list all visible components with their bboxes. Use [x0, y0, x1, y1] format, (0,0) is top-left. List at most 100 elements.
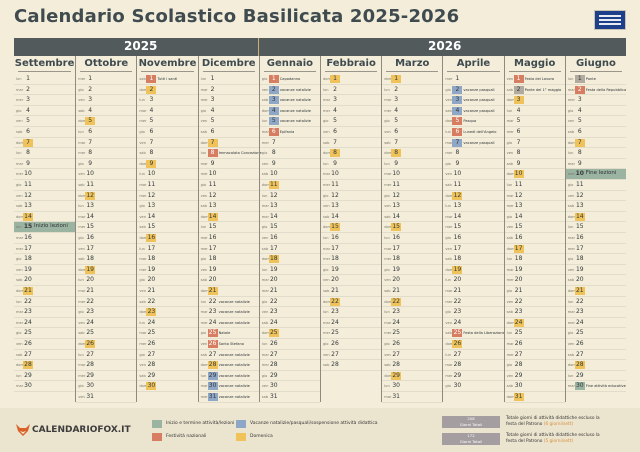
- day-row: sab 8: [137, 148, 198, 159]
- weekday-label: sab: [139, 77, 146, 81]
- basilicata-flag-icon: [594, 10, 626, 30]
- day-row: mar 3: [321, 95, 382, 106]
- day-row: dom 21: [565, 286, 626, 297]
- day-number: 6: [333, 128, 337, 135]
- day-row: lun 22: [565, 297, 626, 308]
- day-number: 17: [24, 244, 32, 252]
- weekday-label: dom: [445, 193, 454, 198]
- day-number: 2: [88, 85, 93, 93]
- weekday-label: lun: [261, 267, 268, 272]
- day-row: mer 17: [198, 244, 259, 255]
- weekday-label: gio: [567, 183, 574, 187]
- weekday-label: ven: [323, 130, 330, 134]
- weekday-label: mar: [16, 87, 24, 92]
- weekday-label: mer: [384, 331, 392, 336]
- weekday-label: mer: [384, 108, 392, 113]
- day-number: 3: [210, 96, 215, 104]
- weekday-label: sab: [200, 204, 207, 209]
- day-row: ven 5: [198, 116, 259, 127]
- day-note: vacanze natalizie: [218, 363, 250, 368]
- weekday-label: mer: [78, 77, 86, 81]
- month-underline: [141, 71, 194, 72]
- day-row: ven 13: [321, 201, 382, 212]
- day-number: 23: [208, 308, 217, 316]
- day-note: vacanze natalizie: [218, 352, 250, 357]
- day-row: lun 8 Immacolata Concezione: [198, 148, 262, 159]
- weekday-label: lun: [261, 119, 268, 124]
- day-row: mar 6 Epifania: [259, 127, 320, 138]
- weekday-label: mer: [445, 151, 453, 156]
- day-row: mar 28: [443, 360, 504, 371]
- day-number: 6: [452, 128, 463, 136]
- weekday-label: gio: [323, 119, 329, 124]
- day-number: 14: [269, 212, 278, 220]
- day-number: 17: [392, 244, 400, 252]
- month-underline: [202, 71, 255, 72]
- day-row: sab 11: [76, 180, 137, 191]
- day-number: 5: [577, 117, 582, 125]
- totals-box-6days: 208 Giorni Totali: [442, 416, 500, 428]
- day-row: ven 20: [321, 275, 382, 286]
- day-row: mer 11: [382, 180, 443, 191]
- weekday-label: gio: [506, 140, 513, 145]
- weekday-label: mer: [567, 172, 575, 177]
- weekday-label: ven: [16, 342, 23, 346]
- day-row: ven 10: [76, 169, 137, 180]
- day-number: 4: [516, 106, 521, 114]
- day-number: 16: [208, 234, 217, 241]
- weekday-label: dom: [16, 289, 24, 293]
- day-number: 15: [514, 223, 523, 231]
- day-number: 20: [147, 276, 156, 284]
- day-row: sab 20: [14, 275, 76, 286]
- day-number: 3: [333, 96, 337, 104]
- day-number: 26: [85, 340, 96, 348]
- day-number: 3: [26, 96, 30, 104]
- day-row: dom 4 vacanze natalizie: [259, 106, 320, 117]
- day-number: 2: [146, 85, 157, 94]
- day-row: ven 19: [198, 265, 259, 276]
- weekday-label: sab: [445, 331, 452, 336]
- day-row: ven 6: [382, 127, 443, 138]
- day-row: ven 26 Santo Stefano: [198, 339, 259, 350]
- day-number: 30: [86, 382, 94, 390]
- day-row: dom 7: [565, 138, 626, 149]
- weekday-label: dom: [261, 331, 270, 336]
- day-number: 11: [331, 181, 339, 188]
- weekday-label: ven: [139, 140, 147, 145]
- day-number: 22: [330, 297, 340, 306]
- weekday-label: mar: [78, 363, 86, 368]
- day-number: 2: [268, 85, 279, 94]
- day-note: vacanze pasquali: [463, 98, 495, 103]
- day-number: 10: [24, 170, 32, 178]
- day-number: 31: [392, 393, 400, 400]
- day-number: 11: [453, 181, 462, 188]
- day-row: dom 15: [382, 222, 443, 233]
- day-row: ven 24: [443, 318, 504, 329]
- day-row: dom 12: [76, 191, 137, 202]
- day-note: Santo Stefano: [218, 342, 244, 346]
- day-number: 17: [575, 244, 584, 252]
- day-number: 5: [149, 117, 154, 125]
- weekday-label: ven: [384, 278, 391, 283]
- weekday-label: dom: [567, 214, 576, 219]
- day-row: mer 24: [14, 318, 76, 329]
- day-number: 7: [574, 138, 585, 147]
- weekday-label: mer: [78, 373, 86, 378]
- weekday-label: gio: [567, 331, 574, 336]
- day-row: lun 18: [504, 254, 565, 265]
- day-number: 2: [210, 85, 215, 93]
- day-number: 21: [269, 287, 278, 294]
- day-number: 5: [85, 117, 96, 126]
- day-row: mar 2: [198, 85, 259, 96]
- month-underline: [18, 71, 72, 72]
- day-row: lun 29: [565, 371, 626, 382]
- day-note: Inizio lezioni: [34, 223, 68, 230]
- day-number: 30: [24, 382, 32, 390]
- day-row: mer 3: [14, 95, 76, 106]
- weekday-label: ven: [323, 204, 330, 209]
- day-note: vacanze natalizie: [218, 395, 250, 399]
- day-row: ven 31: [76, 392, 137, 403]
- day-number: 17: [513, 244, 524, 253]
- day-number: 10: [575, 170, 584, 178]
- day-number: 24: [513, 318, 524, 327]
